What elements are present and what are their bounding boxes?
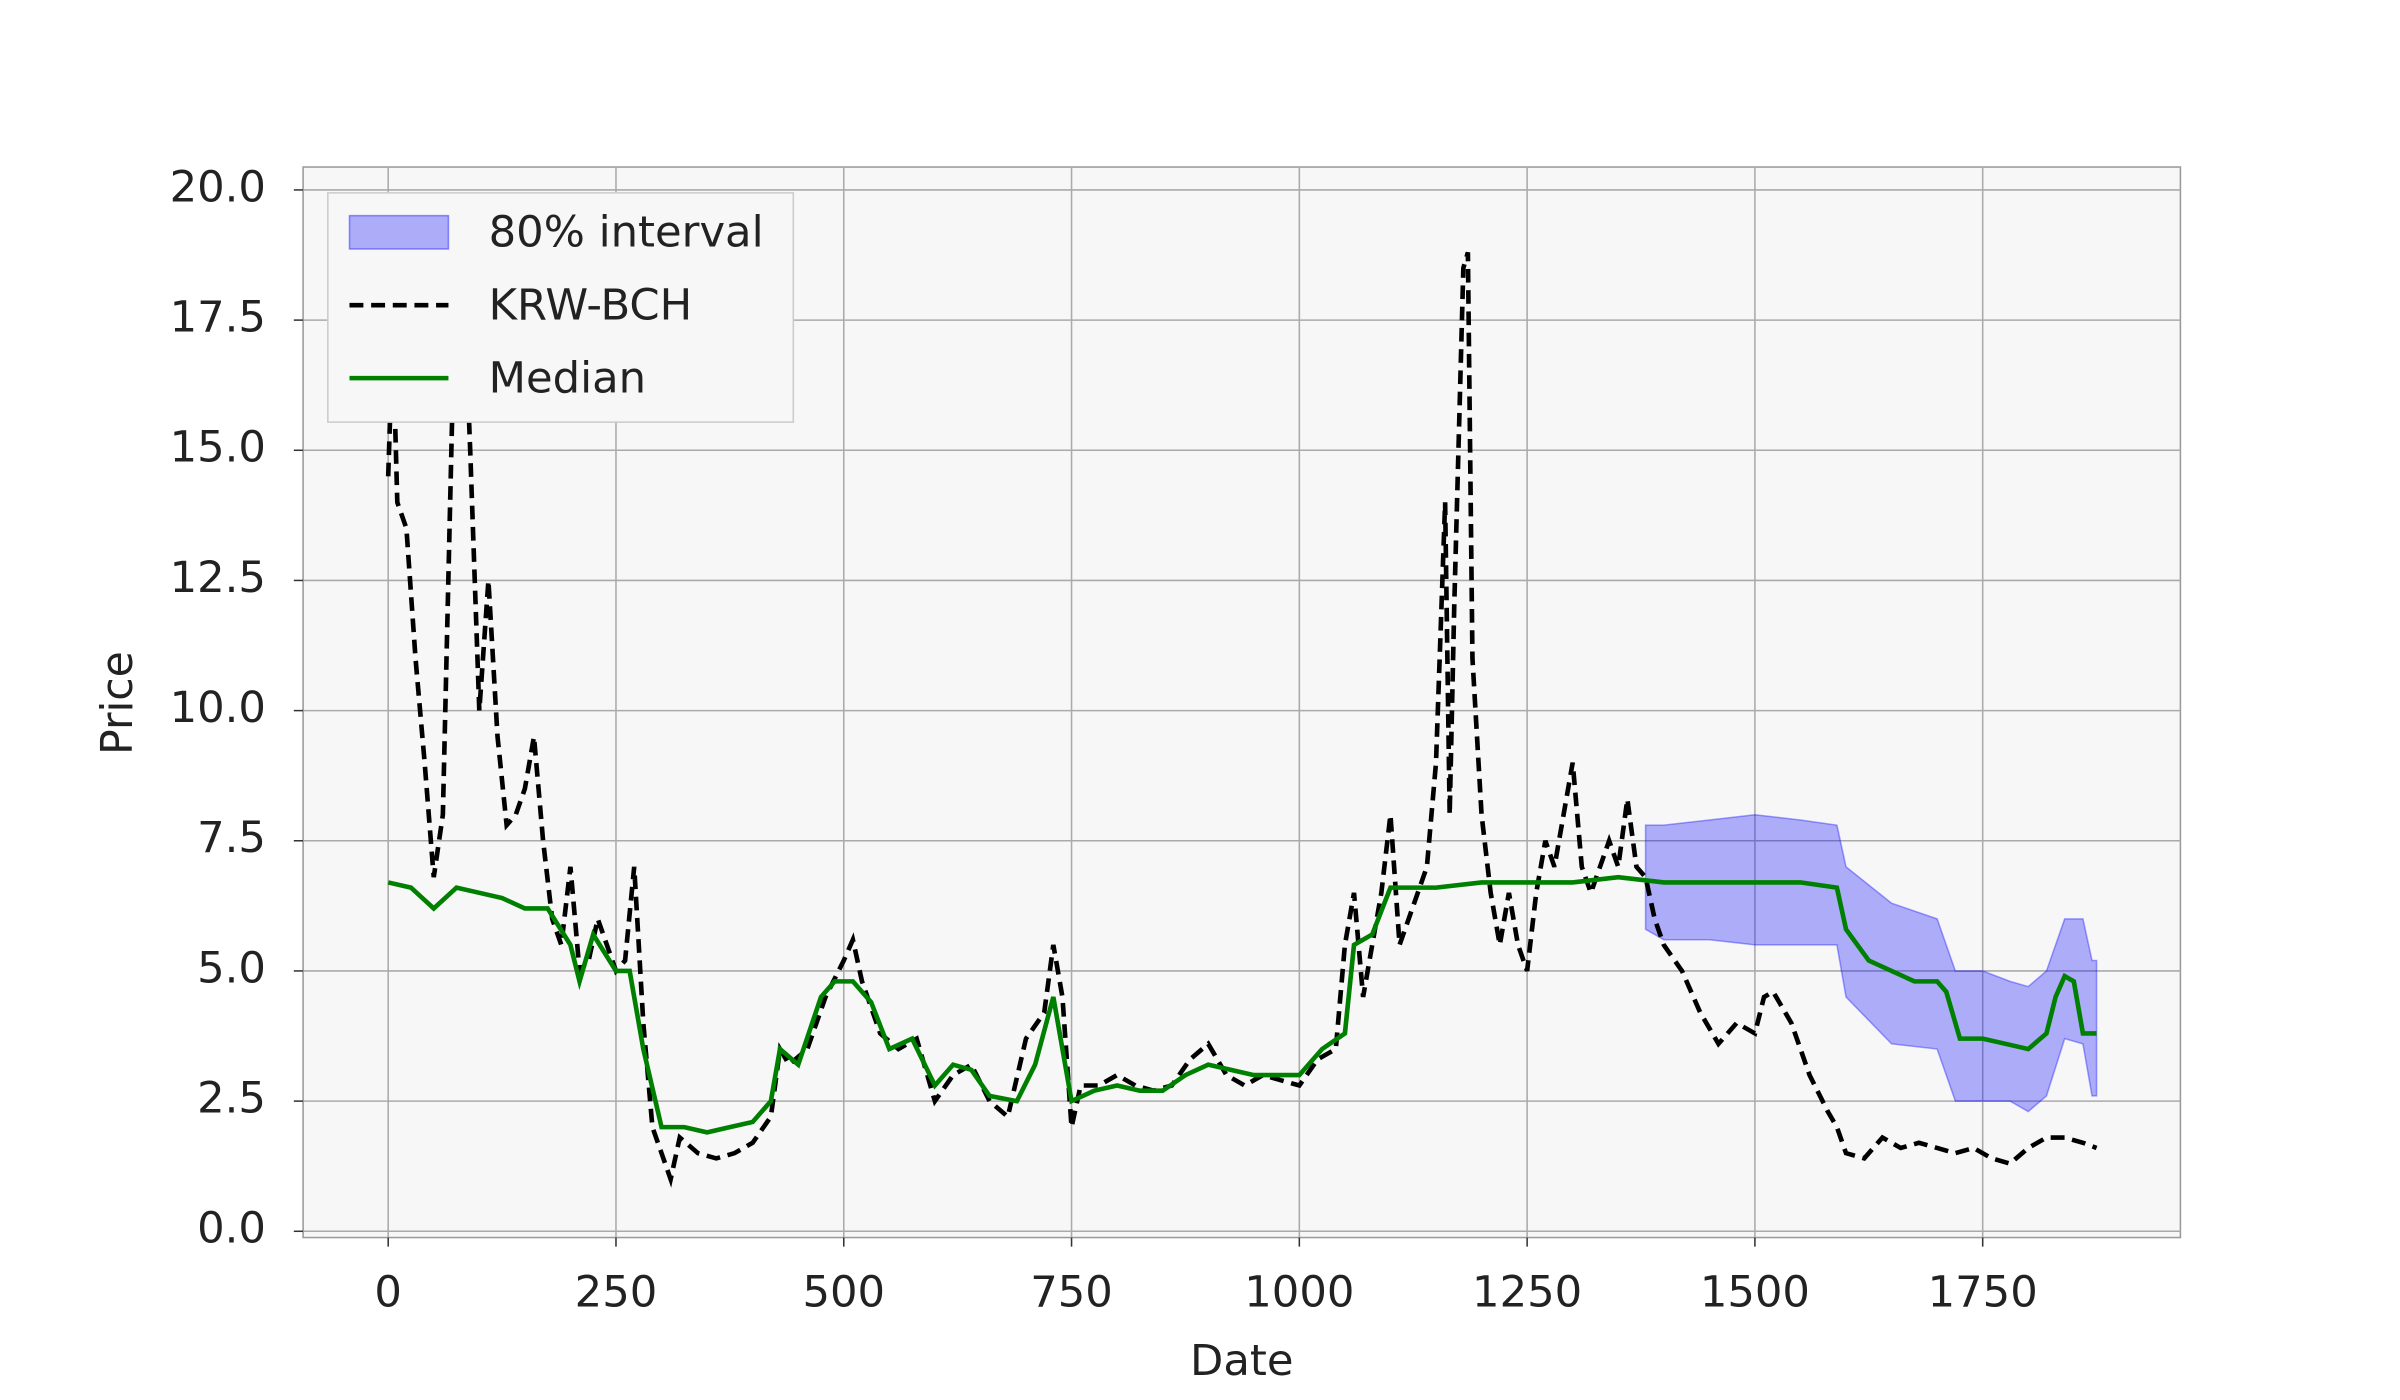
x-tick-label: 1000 <box>1244 1268 1354 1318</box>
y-tick-label: 20.0 <box>170 163 266 213</box>
y-tick-label: 17.5 <box>170 293 266 343</box>
x-tick-label: 1750 <box>1928 1268 2038 1318</box>
legend-swatch <box>348 214 450 250</box>
y-tick-label: 0.0 <box>197 1204 266 1254</box>
x-tick-label: 1500 <box>1700 1268 1810 1318</box>
y-tick-label: 10.0 <box>170 683 266 733</box>
y-tick-label: 15.0 <box>170 423 266 473</box>
legend-label: 80% interval <box>489 208 764 258</box>
y-tick-label: 7.5 <box>197 814 266 864</box>
legend-label: Median <box>489 354 646 404</box>
y-tick-label: 12.5 <box>170 553 266 603</box>
x-tick-label: 250 <box>575 1268 658 1318</box>
median-line <box>387 874 2097 1135</box>
x-tick-label: 500 <box>802 1268 885 1318</box>
x-tick-label: 1250 <box>1472 1268 1582 1318</box>
y-tick-label: 5.0 <box>197 944 266 994</box>
x-axis-label: Date <box>1190 1336 1293 1386</box>
x-tick-label: 750 <box>1030 1268 1113 1318</box>
x-tick-label: 0 <box>374 1268 402 1318</box>
legend-label: KRW-BCH <box>489 281 693 331</box>
y-tick-label: 2.5 <box>197 1074 266 1124</box>
y-axis-label: Price <box>93 651 143 755</box>
